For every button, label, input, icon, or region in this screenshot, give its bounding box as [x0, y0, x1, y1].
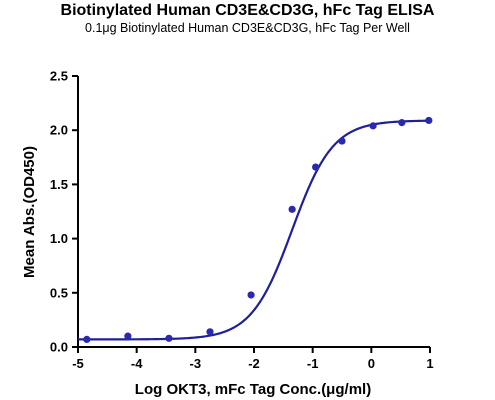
x-tick-label: -5: [72, 356, 84, 371]
data-point: [398, 119, 406, 127]
data-point: [338, 137, 346, 145]
y-tick-label: 2.5: [50, 69, 68, 84]
chart-title: Biotinylated Human CD3E&CD3G, hFc Tag EL…: [60, 2, 435, 19]
chart-subtitle: 0.1μg Biotinylated Human CD3E&CD3G, hFc …: [85, 21, 410, 35]
x-tick-label: -4: [131, 356, 143, 371]
data-point: [247, 291, 255, 299]
y-tick-label: 2.0: [50, 123, 68, 138]
x-tick-label: -2: [248, 356, 260, 371]
y-tick-label: 0.5: [50, 285, 68, 300]
data-point: [83, 335, 91, 344]
data-point: [288, 205, 296, 213]
data-point: [369, 122, 377, 130]
x-tick-label: -1: [307, 356, 319, 371]
fit-curve: [78, 119, 431, 341]
x-tick-label: 1: [426, 356, 433, 371]
data-point: [312, 163, 320, 171]
y-axis-label: Mean Abs.(OD450): [21, 146, 38, 278]
y-tick-label: 0.0: [50, 340, 68, 355]
data-point: [165, 334, 173, 342]
data-point: [124, 332, 132, 340]
data-point: [425, 116, 433, 125]
x-tick-label: -3: [190, 356, 202, 371]
x-tick-label: 0: [368, 356, 375, 371]
y-tick-label: 1.5: [50, 177, 68, 192]
y-tick-label: 1.0: [50, 231, 68, 246]
data-point: [206, 328, 214, 336]
x-axis-label: Log OKT3, mFc Tag Conc.(μg/ml): [135, 381, 371, 398]
